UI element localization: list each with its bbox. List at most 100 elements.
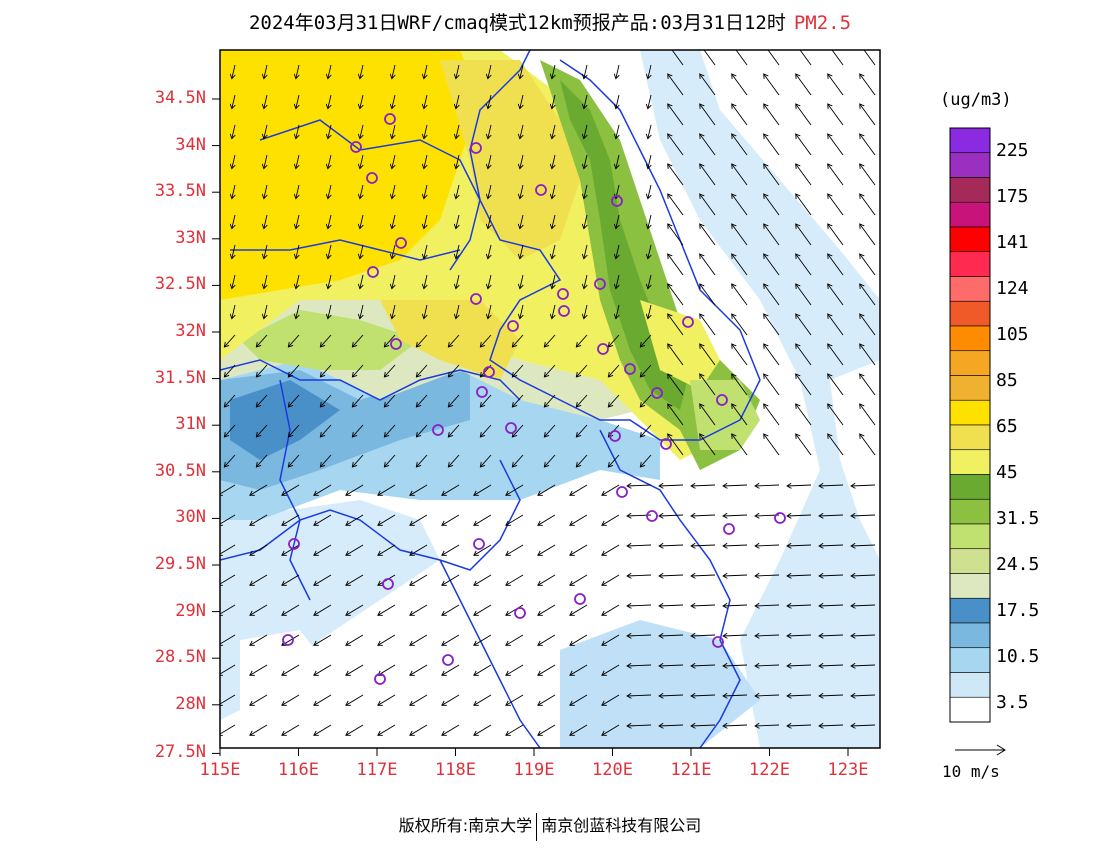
wind-arrow-icon — [287, 334, 300, 348]
wind-arrow-icon — [607, 394, 620, 408]
wind-arrow-icon — [731, 193, 748, 216]
wind-arrow-icon — [607, 364, 620, 378]
wind-arrow-icon — [325, 244, 332, 260]
wind-arrow-icon — [261, 124, 268, 140]
wind-arrow-icon — [549, 214, 556, 230]
wind-arrow-icon — [575, 424, 588, 438]
legend-swatch — [949, 177, 991, 203]
latitude-label: 31N — [175, 414, 206, 435]
wind-arrow-icon — [537, 484, 556, 496]
wind-arrow-icon — [249, 664, 268, 676]
wind-arrow-icon — [581, 214, 588, 230]
wind-arrow-icon — [229, 304, 236, 320]
city-marker-icon — [350, 141, 362, 153]
city-marker-icon — [470, 293, 482, 305]
wind-arrow-icon — [658, 692, 684, 699]
wind-arrow-icon — [351, 424, 364, 438]
legend-value: 105 — [996, 324, 1029, 345]
wind-arrow-icon — [325, 64, 332, 80]
wind-arrow-icon — [421, 94, 428, 110]
wind-arrow-icon — [827, 103, 844, 126]
wind-arrow-icon — [377, 604, 396, 616]
wind-arrow-icon — [511, 424, 524, 438]
wind-arrow-icon — [287, 364, 300, 378]
wind-arrow-icon — [517, 274, 524, 290]
latitude-label: 33.5N — [154, 181, 206, 202]
legend-swatch — [949, 127, 991, 154]
wind-arrow-icon — [313, 724, 332, 736]
longitude-label: 122E — [749, 760, 790, 780]
city-marker-icon — [390, 338, 402, 350]
wind-arrow-icon — [613, 244, 620, 260]
wind-arrow-icon — [441, 544, 460, 556]
latitude-label: 31.5N — [154, 367, 206, 388]
wind-arrow-icon — [293, 304, 300, 320]
wind-arrow-icon — [667, 253, 684, 276]
longitude-label: 121E — [670, 760, 712, 780]
wind-arrow-icon — [261, 304, 268, 320]
wind-arrow-icon — [601, 484, 620, 496]
wind-arrow-icon — [639, 424, 652, 438]
wind-arrow-icon — [453, 214, 460, 230]
wind-arrow-icon — [409, 514, 428, 526]
wind-arrow-icon — [249, 724, 268, 736]
wind-arrow-icon — [421, 154, 428, 170]
wind-arrow-icon — [763, 103, 780, 126]
wind-arrow-icon — [549, 124, 556, 140]
wind-arrow-icon — [859, 133, 876, 156]
wind-arrow-icon — [703, 50, 716, 66]
wind-arrow-icon — [735, 50, 748, 66]
wind-arrow-icon — [754, 602, 780, 609]
wind-arrow-icon — [505, 694, 524, 706]
wind-arrow-icon — [281, 694, 300, 706]
wind-arrow-icon — [223, 334, 236, 348]
longitude-label: 117E — [356, 760, 398, 780]
wind-arrow-icon — [383, 394, 396, 408]
wind-arrow-icon — [754, 662, 780, 669]
wind-arrow-icon — [485, 304, 492, 320]
wind-arrow-icon — [859, 103, 876, 126]
wind-arrow-icon — [626, 632, 652, 639]
wind-arrow-icon — [795, 133, 812, 156]
wind-arrow-icon — [220, 694, 236, 706]
wind-arrow-icon — [281, 664, 300, 676]
wind-arrow-icon — [667, 403, 684, 426]
wind-arrow-icon — [261, 94, 268, 110]
wind-arrow-icon — [537, 664, 556, 676]
wind-arrow-icon — [827, 253, 844, 276]
wind-arrow-icon — [795, 73, 812, 96]
legend-swatch — [949, 449, 991, 475]
wind-arrow-icon — [223, 394, 236, 408]
city-marker-icon — [574, 593, 586, 605]
legend-swatch — [949, 424, 991, 451]
wind-arrow-icon — [293, 184, 300, 200]
wind-arrow-icon — [859, 163, 876, 186]
wind-arrow-icon — [223, 424, 236, 438]
wind-arrow-icon — [287, 424, 300, 438]
wind-arrow-icon — [795, 313, 812, 336]
wind-arrow-icon — [601, 634, 620, 646]
legend-value: 175 — [996, 186, 1029, 207]
wind-arrow-icon — [613, 124, 620, 140]
wind-arrow-icon — [569, 484, 588, 496]
wind-arrow-icon — [731, 373, 748, 396]
wind-arrow-icon — [473, 484, 492, 496]
wind-arrow-icon — [786, 512, 812, 519]
wind-arrow-icon — [667, 373, 684, 396]
wind-arrow-icon — [690, 662, 716, 669]
city-marker-icon — [366, 172, 378, 184]
city-marker-icon — [646, 510, 658, 522]
wind-arrow-icon — [795, 403, 812, 426]
wind-arrow-icon — [421, 274, 428, 290]
wind-arrow-icon — [453, 94, 460, 110]
wind-arrow-icon — [667, 283, 684, 306]
wind-arrow-icon — [325, 274, 332, 290]
wind-arrow-icon — [255, 394, 268, 408]
wind-arrow-icon — [220, 544, 236, 556]
wind-arrow-icon — [763, 223, 780, 246]
city-marker-icon — [716, 394, 728, 406]
wind-arrow-icon — [479, 454, 492, 468]
wind-arrow-icon — [223, 454, 236, 468]
wind-arrow-icon — [415, 424, 428, 438]
wind-arrow-icon — [827, 373, 844, 396]
